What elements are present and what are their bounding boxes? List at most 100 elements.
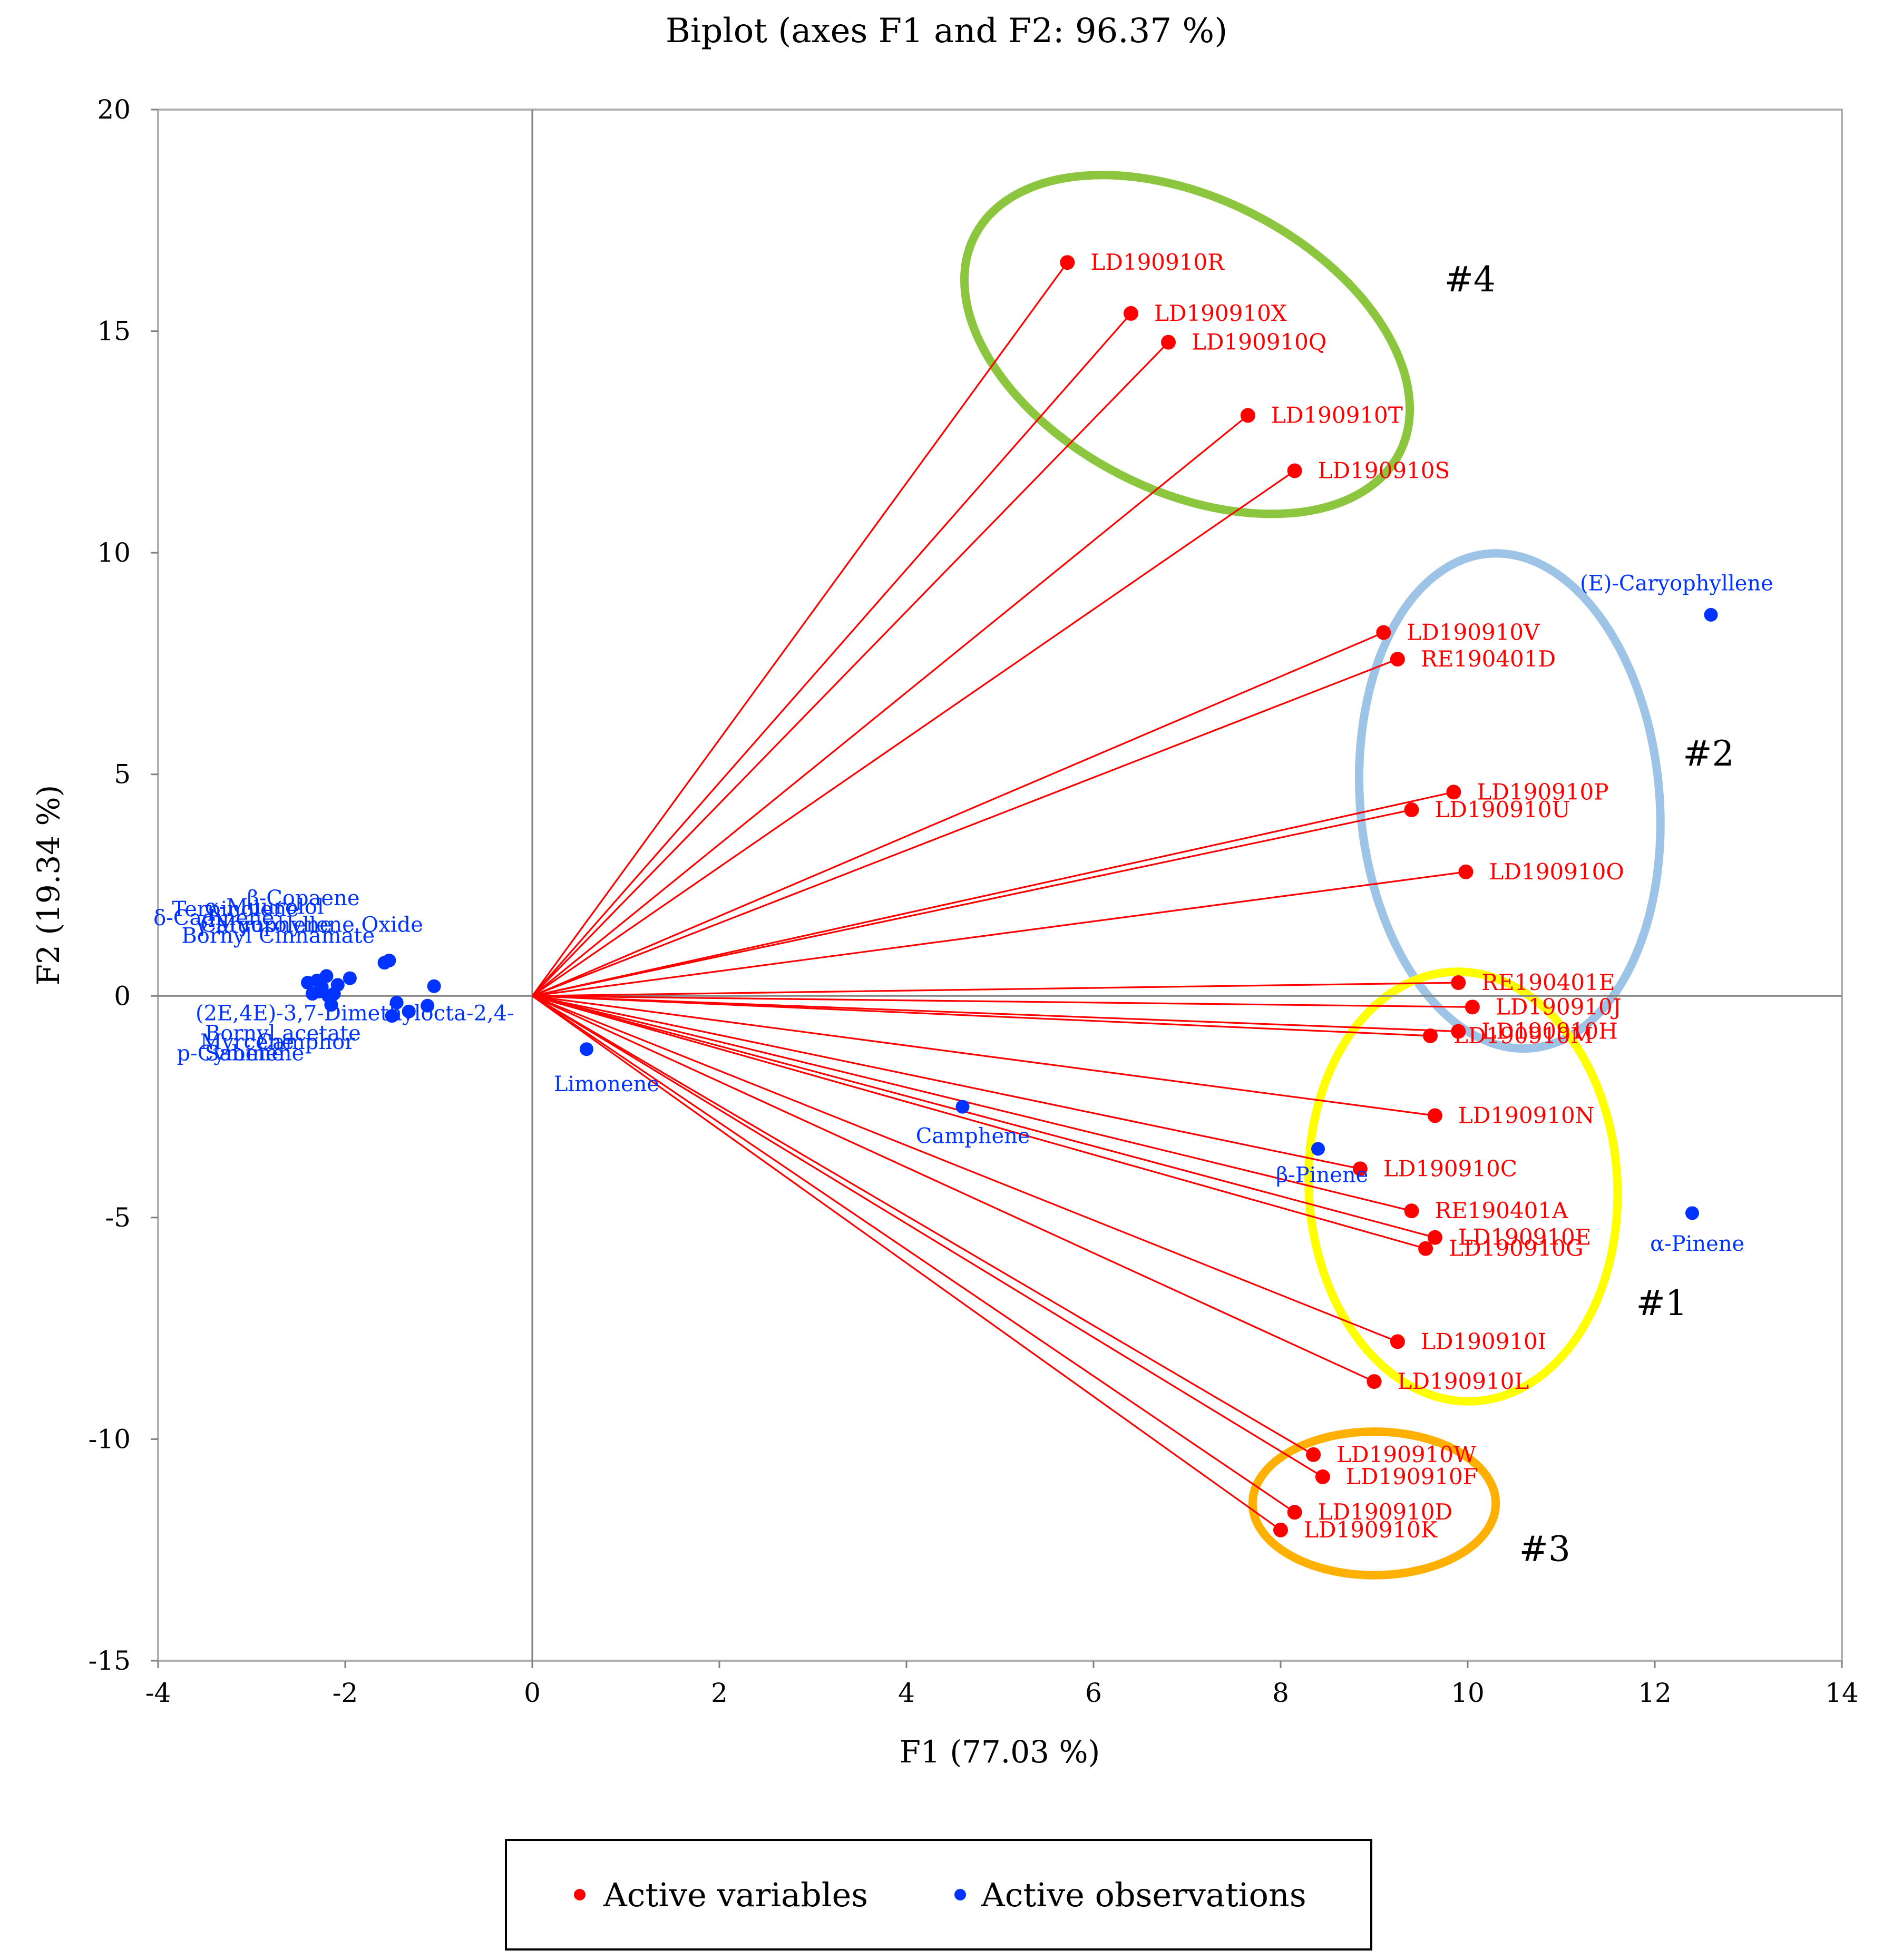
cluster-label: (2E,4E)-3,7-Dimethylocta-2,4- bbox=[196, 1002, 514, 1026]
legend-marker-variables bbox=[574, 1889, 586, 1900]
chart-title: Biplot (axes F1 and F2: 96.37 %) bbox=[666, 12, 1227, 51]
variable-vector bbox=[532, 995, 1361, 1170]
observation-label: (E)-Caryophyllene bbox=[1580, 572, 1773, 596]
variable-label: LD190910W bbox=[1336, 1442, 1477, 1467]
variable-point bbox=[1404, 1203, 1419, 1219]
variable-point bbox=[1273, 1522, 1288, 1537]
variable-point bbox=[1423, 1028, 1438, 1043]
variable-label: LD190910T bbox=[1271, 402, 1403, 428]
x-tick-label: -2 bbox=[333, 1678, 358, 1708]
x-tick-label: 2 bbox=[711, 1678, 728, 1708]
variable-label: RE190401A bbox=[1435, 1198, 1569, 1223]
observation-point bbox=[1685, 1206, 1699, 1220]
variable-point bbox=[1352, 1161, 1368, 1177]
cluster-label: δ-Cadinene bbox=[153, 906, 274, 930]
variable-point bbox=[1306, 1447, 1321, 1462]
variable-label: LD190910R bbox=[1090, 249, 1225, 275]
variable-point bbox=[1287, 463, 1302, 478]
variable-point bbox=[1404, 802, 1419, 818]
cluster-label: Camphor bbox=[256, 1030, 355, 1054]
variable-vector bbox=[532, 791, 1454, 997]
observation-point bbox=[427, 979, 441, 993]
axis-ticks: -4 -2 0 2 4 6 8 10 12 14 -15 -10 -5 0 5 10 15 20 bbox=[88, 94, 1858, 1708]
variable-label: LD190910H bbox=[1481, 1018, 1618, 1044]
variable-point bbox=[1418, 1241, 1433, 1256]
observation-point bbox=[319, 969, 334, 983]
variable-label: LD190910Q bbox=[1192, 329, 1326, 355]
variable-point bbox=[1376, 625, 1391, 640]
observation-point bbox=[382, 953, 396, 967]
variable-vector bbox=[532, 982, 1459, 997]
variable-vector bbox=[532, 809, 1412, 997]
observation-label: β-Pinene bbox=[1276, 1163, 1368, 1188]
variable-label: LD190910F bbox=[1346, 1464, 1478, 1489]
variable-vector bbox=[532, 995, 1375, 1383]
variable-point bbox=[1367, 1374, 1382, 1389]
group-label: #2 bbox=[1683, 733, 1734, 774]
variable-label: LD190910X bbox=[1154, 300, 1287, 326]
cluster-label: α-Muurolol bbox=[205, 895, 324, 919]
observation-point bbox=[1704, 607, 1718, 622]
cluster-label: p-Cymene bbox=[177, 1041, 284, 1065]
variable-label: LD190910S bbox=[1318, 458, 1450, 484]
x-axis-label: F1 (77.03 %) bbox=[900, 1734, 1100, 1770]
legend: Active variables Active observations bbox=[505, 1839, 1372, 1951]
x-tick-label: -4 bbox=[145, 1678, 171, 1708]
variable-label: LD190910K bbox=[1304, 1517, 1438, 1543]
variable-point bbox=[1458, 864, 1474, 879]
variable-point bbox=[1427, 1108, 1442, 1123]
observation-label: Camphene bbox=[916, 1124, 1030, 1149]
variable-vector bbox=[532, 871, 1466, 997]
observation-point bbox=[402, 1004, 416, 1018]
x-tick-label: 10 bbox=[1451, 1678, 1485, 1708]
variable-vector bbox=[532, 995, 1426, 1250]
cluster-label: Caryophyllene Oxide bbox=[200, 913, 423, 937]
variable-vector bbox=[532, 470, 1295, 997]
variable-vector bbox=[532, 995, 1398, 1342]
observation-point bbox=[389, 995, 404, 1010]
observation-point bbox=[343, 971, 357, 985]
variable-point bbox=[1465, 999, 1480, 1015]
group-ellipse bbox=[1248, 1427, 1500, 1580]
variable-vector bbox=[532, 995, 1431, 1037]
group-ellipses: #4 #2 #1 #3 bbox=[960, 171, 1734, 1580]
legend-label-observations: Active observations bbox=[981, 1876, 1306, 1914]
observation-point bbox=[324, 998, 338, 1012]
observation-point bbox=[385, 1009, 399, 1023]
y-tick-label: 20 bbox=[97, 94, 131, 125]
variable-vector bbox=[532, 995, 1314, 1456]
cluster-label: γ-Muurolene bbox=[196, 913, 332, 937]
variable-point bbox=[1451, 1024, 1466, 1039]
variable-label: LD190910U bbox=[1435, 797, 1570, 822]
x-tick-label: 0 bbox=[524, 1678, 541, 1708]
variable-point bbox=[1390, 1334, 1405, 1349]
variable-label: LD190910D bbox=[1318, 1499, 1453, 1525]
x-tick-label: 8 bbox=[1272, 1678, 1289, 1708]
variable-vector bbox=[532, 995, 1459, 1033]
variable-point bbox=[1287, 1505, 1302, 1520]
variable-label: LD190910E bbox=[1458, 1224, 1592, 1250]
x-tick-label: 4 bbox=[898, 1678, 915, 1708]
variable-vector bbox=[532, 995, 1436, 1116]
variable-point bbox=[1446, 785, 1461, 800]
variable-label: LD190910M bbox=[1453, 1023, 1593, 1048]
variable-point bbox=[1427, 1230, 1442, 1245]
group-ellipse bbox=[960, 171, 1414, 518]
variable-label: LD190910I bbox=[1421, 1328, 1547, 1354]
cluster-label: Terpinolene bbox=[172, 897, 299, 922]
variable-point bbox=[1060, 255, 1075, 270]
variable-vector bbox=[532, 995, 1323, 1478]
group-ellipse bbox=[1304, 967, 1622, 1406]
group-label: #4 bbox=[1445, 259, 1496, 300]
variable-label: LD190910C bbox=[1383, 1155, 1517, 1181]
variable-label: LD190910L bbox=[1398, 1368, 1529, 1394]
x-tick-label: 6 bbox=[1085, 1678, 1102, 1708]
cluster-label: β-Copaene bbox=[247, 886, 360, 910]
variable-vector bbox=[532, 995, 1436, 1239]
observation-label: Limonene bbox=[554, 1072, 659, 1096]
zero-axes bbox=[158, 110, 1842, 1661]
observation-point bbox=[955, 1100, 970, 1114]
point-labels: LD190910R LD190910X LD190910Q LD190910T LD19… bbox=[153, 249, 1773, 1543]
